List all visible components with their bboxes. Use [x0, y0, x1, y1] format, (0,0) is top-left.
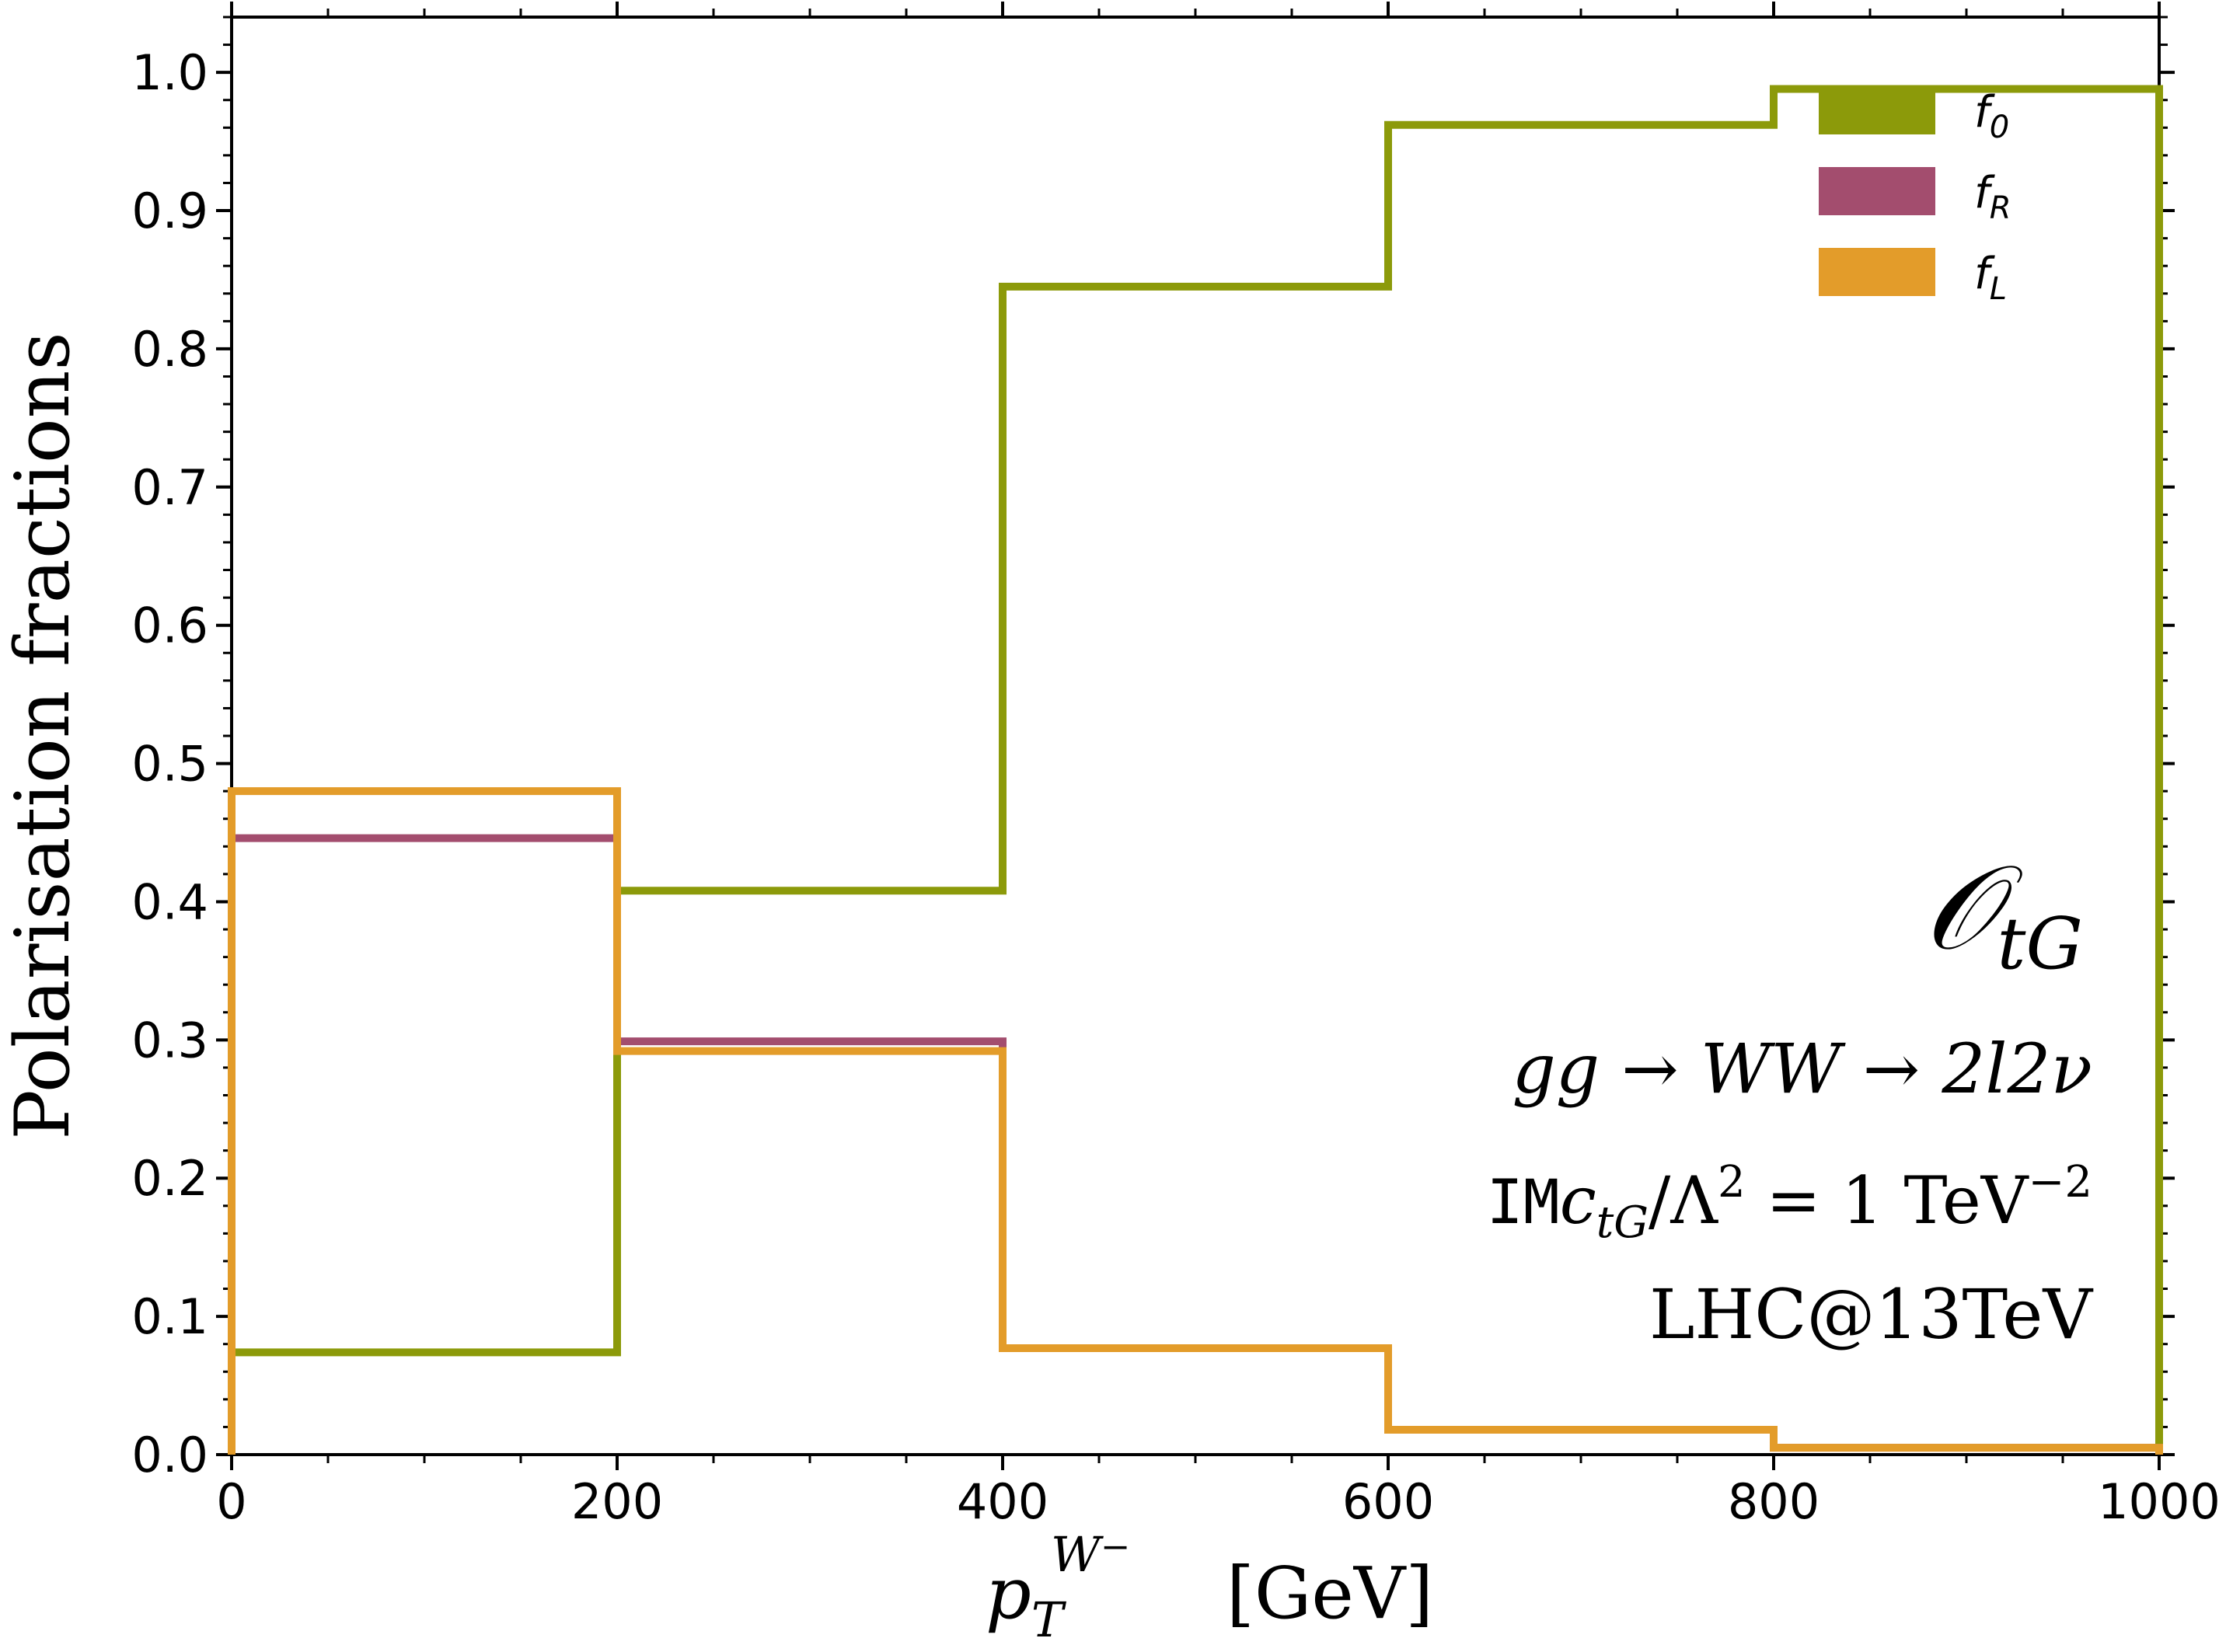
coupling-c-sub: tG: [1596, 1197, 1649, 1248]
coupling-c: c: [1560, 1162, 1596, 1239]
y-tick-label: 0.3: [131, 1012, 208, 1068]
x-ticks: 0 200 400 600 800 1000: [216, 2, 2221, 1530]
operator-sub: tG: [1997, 902, 2083, 985]
coupling-prefix: IM: [1487, 1168, 1560, 1238]
y-tick-label: 0.7: [131, 459, 208, 516]
y-axis-label: Polarisation fractions: [0, 332, 86, 1140]
x-axis-label-sup: W: [1051, 1526, 1104, 1583]
x-axis-label-main: p: [986, 1552, 1031, 1635]
series-l-step: [228, 787, 2163, 1455]
coupling-exp: 2: [1718, 1157, 1746, 1208]
coupling-rest: /Λ: [1649, 1162, 1718, 1239]
coupling-eq-exp: −2: [2028, 1157, 2092, 1208]
legend-label-r: fR: [1974, 168, 2011, 226]
legend-label-0: f0: [1974, 87, 2009, 145]
x-tick-label: 0: [216, 1473, 246, 1530]
y-tick-label: 1.0: [131, 44, 208, 101]
legend: f0 fR fL: [1819, 86, 2011, 307]
y-tick-label: 0.6: [131, 598, 208, 654]
x-axis-unit: [GeV]: [1226, 1552, 1433, 1635]
series-r-step: [228, 834, 2163, 1455]
y-tick-label: 0.8: [131, 321, 208, 378]
x-axis-label: pTW−: [986, 1525, 1130, 1648]
operator-label: 𝒪tG: [1924, 841, 2083, 985]
collider-label: LHC@13TeV: [1649, 1274, 2093, 1354]
y-ticks: 0.0 0.1 0.2 0.3 0.4 0.5 0.6 0.7 0.8 0.9 1.0: [131, 16, 2175, 1483]
legend-swatch-0: [1819, 86, 1935, 134]
x-tick-label: 800: [1728, 1473, 1820, 1530]
x-axis-label-sup-sign: −: [1101, 1525, 1131, 1567]
coupling-eq: = 1 TeV: [1746, 1162, 2029, 1239]
x-tick-label: 200: [571, 1473, 663, 1530]
legend-swatch-l: [1819, 248, 1935, 296]
x-tick-label: 1000: [2098, 1473, 2221, 1530]
y-tick-label: 0.1: [131, 1288, 208, 1345]
process-label: gg → WW → 2l2ν: [1512, 1029, 2092, 1109]
x-tick-label: 600: [1342, 1473, 1434, 1530]
x-tick-label: 400: [957, 1473, 1048, 1530]
y-tick-label: 0.2: [131, 1150, 208, 1207]
legend-swatch-r: [1819, 167, 1935, 215]
y-tick-label: 0.9: [131, 183, 208, 239]
coupling-label: IMctG/Λ2 = 1 TeV−2: [1487, 1157, 2092, 1248]
y-tick-label: 0.0: [131, 1427, 208, 1483]
x-axis-label-sub: T: [1031, 1591, 1067, 1648]
y-tick-label: 0.4: [131, 873, 208, 930]
plot-frame: [230, 16, 2161, 1456]
legend-label-l: fL: [1974, 249, 2007, 307]
y-tick-label: 0.5: [131, 736, 208, 793]
